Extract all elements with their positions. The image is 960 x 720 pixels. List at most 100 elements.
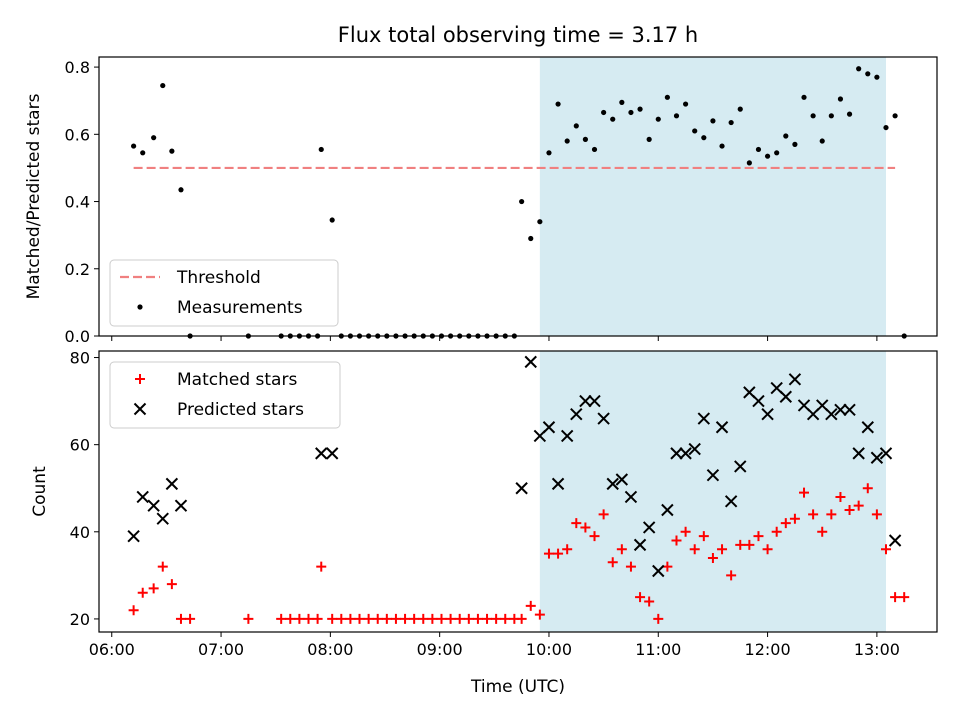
data-point: [788, 373, 802, 386]
data-point: [779, 390, 793, 403]
data-point: [472, 613, 483, 624]
data-point: [679, 447, 692, 460]
data-point: [562, 544, 573, 555]
observing-window-shade: [539, 351, 886, 632]
data-point: [165, 477, 179, 491]
data-point: [706, 468, 720, 482]
data-point: [762, 544, 773, 555]
data-point: [890, 592, 901, 603]
data-point: [871, 509, 882, 520]
data-point: [363, 613, 374, 624]
top-panel: 0.0 0.2 0.4 0.6 0.8 Matched/Predicted stars Th…: [24, 56, 938, 346]
data-point: [560, 429, 574, 443]
data-point: [325, 447, 339, 460]
data-point: [771, 526, 782, 537]
data-point: [591, 146, 598, 153]
data-point: [136, 490, 149, 504]
legend: Matched stars Predicted stars: [109, 361, 341, 429]
data-point: [689, 544, 700, 555]
data-point: [418, 613, 429, 624]
data-point: [175, 613, 186, 624]
data-point: [345, 613, 356, 624]
data-point: [753, 531, 764, 542]
data-point: [185, 613, 196, 624]
data-point: [662, 561, 673, 572]
data-point: [671, 535, 682, 546]
data-point: [761, 407, 774, 421]
data-point: [744, 539, 755, 550]
data-point: [598, 509, 609, 520]
data-point: [128, 605, 139, 616]
data-point: [874, 74, 880, 80]
data-point: [570, 407, 583, 421]
data-point: [664, 94, 670, 100]
data-point: [755, 146, 762, 153]
data-point: [628, 109, 634, 116]
data-point: [764, 153, 771, 159]
data-point: [316, 561, 327, 572]
data-point: [673, 113, 680, 119]
data-point: [734, 460, 747, 473]
data-point: [856, 66, 862, 72]
data-point: [810, 113, 816, 119]
data-point: [147, 499, 160, 512]
data-point: [625, 561, 636, 572]
data-point: [844, 505, 855, 516]
data-point: [589, 531, 600, 542]
data-point: [312, 613, 323, 624]
data-point: [354, 613, 365, 624]
data-point: [534, 609, 545, 620]
data-point: [817, 526, 828, 537]
data-point: [390, 613, 401, 624]
legend: Threshold Measurements: [109, 259, 339, 327]
data-point: [445, 613, 456, 624]
data-point: [571, 518, 582, 529]
data-point: [846, 111, 853, 117]
y-tick-label: 60: [70, 436, 90, 455]
data-point: [801, 94, 807, 100]
data-point: [409, 613, 420, 624]
data-point: [400, 613, 411, 624]
data-point: [588, 394, 601, 408]
data-point: [799, 487, 810, 498]
data-point: [637, 106, 643, 112]
data-point: [879, 447, 893, 460]
data-point: [336, 613, 347, 624]
data-point: [482, 613, 493, 624]
data-point: [619, 99, 625, 105]
data-point: [463, 613, 474, 624]
data-point: [327, 613, 338, 624]
legend-handle: [135, 374, 145, 384]
data-point: [543, 548, 554, 559]
x-tick-label: 09:00: [417, 640, 463, 659]
data-point: [635, 592, 646, 603]
legend-label: Predicted stars: [177, 400, 304, 420]
x-tick-label: 07:00: [198, 640, 244, 659]
data-point: [746, 160, 752, 166]
data-point: [519, 198, 525, 205]
data-point: [148, 583, 159, 594]
data-point: [580, 522, 591, 533]
data-point: [243, 613, 254, 624]
axes-frame: [98, 350, 938, 633]
data-point: [719, 143, 725, 149]
data-point: [610, 116, 616, 122]
series-measurements: [131, 66, 907, 339]
data-point: [837, 96, 844, 102]
y-tick-label: 80: [70, 349, 90, 368]
data-point: [652, 564, 665, 578]
data-point: [542, 421, 556, 434]
data-point: [528, 235, 534, 242]
data-point: [597, 412, 610, 425]
data-point: [615, 473, 629, 486]
data-point: [436, 613, 447, 624]
data-point: [726, 570, 737, 581]
data-point: [500, 613, 511, 624]
chart-title: Flux total observing time = 3.17 h: [338, 23, 698, 47]
data-point: [137, 587, 148, 598]
data-point: [318, 146, 324, 153]
y-tick-label: 0.6: [65, 125, 90, 144]
data-point: [835, 491, 846, 502]
data-point: [774, 150, 780, 156]
data-point: [178, 187, 184, 193]
